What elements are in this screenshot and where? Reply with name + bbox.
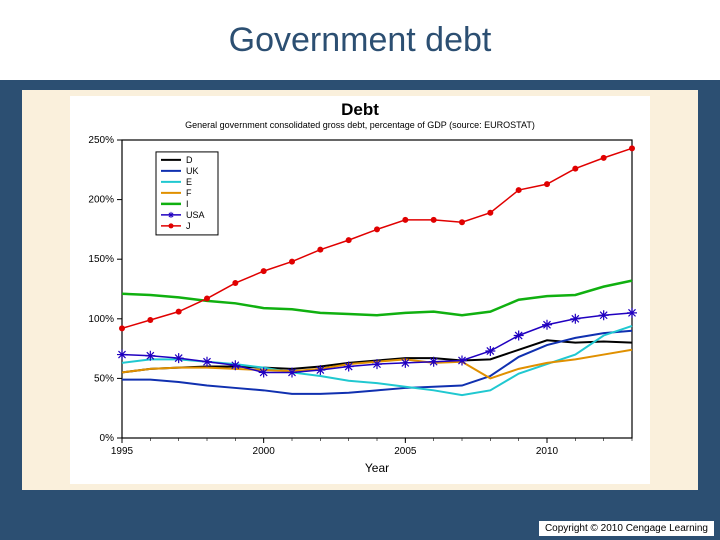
svg-text:50%: 50% xyxy=(94,373,114,384)
svg-text:E: E xyxy=(186,177,192,187)
svg-text:UK: UK xyxy=(186,166,199,176)
svg-text:2010: 2010 xyxy=(536,446,559,457)
svg-text:D: D xyxy=(186,155,193,165)
svg-text:0%: 0% xyxy=(100,433,115,444)
svg-text:2000: 2000 xyxy=(253,446,276,457)
debt-line-chart: 0% 50% 100% 150% 200% 250% 1995 2000 2005 2010 Yea… xyxy=(70,132,650,480)
content-panel: Debt General government consolidated gro… xyxy=(22,90,698,490)
slide: Government debt Debt General government … xyxy=(0,0,720,540)
svg-text:F: F xyxy=(186,188,192,198)
svg-text:100%: 100% xyxy=(88,314,114,325)
svg-text:150%: 150% xyxy=(88,254,114,265)
slide-title: Government debt xyxy=(0,0,720,80)
svg-text:200%: 200% xyxy=(88,195,114,206)
svg-text:USA: USA xyxy=(186,210,205,220)
chart-title: Debt xyxy=(70,96,650,120)
svg-text:250%: 250% xyxy=(88,135,114,146)
svg-text:1995: 1995 xyxy=(111,446,134,457)
svg-text:I: I xyxy=(186,199,189,209)
copyright-notice: Copyright © 2010 Cengage Learning xyxy=(539,521,714,536)
svg-text:J: J xyxy=(186,221,191,231)
svg-text:Year: Year xyxy=(365,461,389,475)
svg-text:2005: 2005 xyxy=(394,446,417,457)
chart-container: Debt General government consolidated gro… xyxy=(70,96,650,484)
chart-subtitle: General government consolidated gross de… xyxy=(70,120,650,132)
